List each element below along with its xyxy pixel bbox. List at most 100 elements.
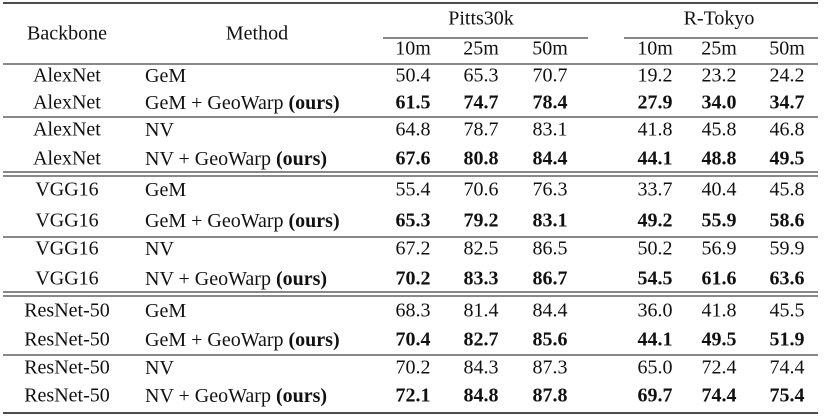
value-cell: 70.2 <box>396 357 431 379</box>
method-cell: NV + GeoWarp (ours) <box>145 268 327 290</box>
backbone-cell: ResNet-50 <box>24 300 110 322</box>
value-cell: 61.5 <box>396 92 431 114</box>
value-cell: 54.5 <box>638 268 673 290</box>
method-name: NV <box>145 357 174 379</box>
method-cell: GeM <box>145 179 186 201</box>
value-cell: 49.5 <box>702 329 737 351</box>
value-cell: 65.3 <box>396 210 431 232</box>
value-cell: 51.9 <box>770 329 805 351</box>
backbone-cell: VGG16 <box>35 179 98 201</box>
value-cell: 87.3 <box>533 357 568 379</box>
value-cell: 56.9 <box>702 238 737 260</box>
value-cell: 33.7 <box>638 179 673 201</box>
value-cell: 64.8 <box>396 119 431 141</box>
value-cell: 83.1 <box>533 119 568 141</box>
header-cell: Method <box>226 23 288 45</box>
value-cell: 50.2 <box>638 238 673 260</box>
value-cell: 67.2 <box>396 238 431 260</box>
value-cell: 40.4 <box>702 179 737 201</box>
backbone-cell: ResNet-50 <box>24 385 110 407</box>
method-cell: GeM <box>145 300 186 322</box>
method-name: NV <box>145 119 174 141</box>
value-cell: 74.7 <box>464 92 499 114</box>
backbone-cell: VGG16 <box>35 268 98 290</box>
method-name: NV + GeoWarp <box>145 268 271 290</box>
value-cell: 84.3 <box>464 357 499 379</box>
backbone-cell: AlexNet <box>33 92 101 114</box>
value-cell: 86.7 <box>533 268 568 290</box>
value-cell: 44.1 <box>638 329 673 351</box>
backbone-cell: VGG16 <box>35 238 98 260</box>
value-cell: 69.7 <box>638 385 673 407</box>
method-cell: GeM + GeoWarp (ours) <box>145 210 340 232</box>
value-cell: 70.4 <box>396 329 431 351</box>
value-cell: 41.8 <box>702 300 737 322</box>
method-suffix: (ours) <box>289 329 340 351</box>
value-cell: 87.8 <box>533 385 568 407</box>
method-name: GeM + GeoWarp <box>145 329 284 351</box>
backbone-cell: ResNet-50 <box>24 357 110 379</box>
backbone-cell: AlexNet <box>33 148 101 170</box>
value-cell: 84.8 <box>464 385 499 407</box>
value-cell: 55.9 <box>702 210 737 232</box>
method-cell: NV <box>145 238 174 260</box>
value-cell: 55.4 <box>396 179 431 201</box>
group-header: Pitts30k <box>448 8 514 30</box>
value-cell: 78.4 <box>533 92 568 114</box>
method-name: NV + GeoWarp <box>145 385 271 407</box>
value-cell: 49.5 <box>770 148 805 170</box>
column-header: 10m <box>395 38 431 60</box>
method-name: GeM <box>145 300 186 322</box>
value-cell: 41.8 <box>638 119 673 141</box>
backbone-cell: AlexNet <box>33 119 101 141</box>
method-cell: NV <box>145 357 174 379</box>
value-cell: 19.2 <box>638 65 673 87</box>
value-cell: 24.2 <box>770 65 805 87</box>
value-cell: 36.0 <box>638 300 673 322</box>
value-cell: 72.4 <box>702 357 737 379</box>
value-cell: 72.1 <box>396 385 431 407</box>
value-cell: 83.1 <box>533 210 568 232</box>
method-name: GeM + GeoWarp <box>145 210 284 232</box>
group-header: R-Tokyo <box>684 8 755 30</box>
backbone-cell: ResNet-50 <box>24 329 110 351</box>
value-cell: 59.9 <box>770 238 805 260</box>
value-cell: 84.4 <box>533 300 568 322</box>
value-cell: 50.4 <box>396 65 431 87</box>
value-cell: 65.0 <box>638 357 673 379</box>
value-cell: 80.8 <box>464 148 499 170</box>
value-cell: 34.7 <box>770 92 805 114</box>
value-cell: 48.8 <box>702 148 737 170</box>
backbone-cell: AlexNet <box>33 65 101 87</box>
method-suffix: (ours) <box>289 210 340 232</box>
value-cell: 83.3 <box>464 268 499 290</box>
value-cell: 86.5 <box>533 238 568 260</box>
value-cell: 82.7 <box>464 329 499 351</box>
value-cell: 44.1 <box>638 148 673 170</box>
value-cell: 49.2 <box>638 210 673 232</box>
value-cell: 34.0 <box>702 92 737 114</box>
value-cell: 74.4 <box>770 357 805 379</box>
method-cell: NV <box>145 119 174 141</box>
value-cell: 68.3 <box>396 300 431 322</box>
backbone-cell: VGG16 <box>35 210 98 232</box>
method-suffix: (ours) <box>276 148 327 170</box>
value-cell: 45.5 <box>770 300 805 322</box>
value-cell: 58.6 <box>770 210 805 232</box>
method-suffix: (ours) <box>289 92 340 114</box>
value-cell: 82.5 <box>464 238 499 260</box>
value-cell: 75.4 <box>770 385 805 407</box>
method-name: GeM <box>145 65 186 87</box>
method-cell: NV + GeoWarp (ours) <box>145 148 327 170</box>
method-cell: NV + GeoWarp (ours) <box>145 385 327 407</box>
value-cell: 23.2 <box>702 65 737 87</box>
value-cell: 85.6 <box>533 329 568 351</box>
value-cell: 84.4 <box>533 148 568 170</box>
value-cell: 74.4 <box>702 385 737 407</box>
value-cell: 79.2 <box>464 210 499 232</box>
value-cell: 70.7 <box>533 65 568 87</box>
column-header: 25m <box>701 38 737 60</box>
value-cell: 76.3 <box>533 179 568 201</box>
method-name: GeM <box>145 179 186 201</box>
method-cell: GeM <box>145 65 186 87</box>
